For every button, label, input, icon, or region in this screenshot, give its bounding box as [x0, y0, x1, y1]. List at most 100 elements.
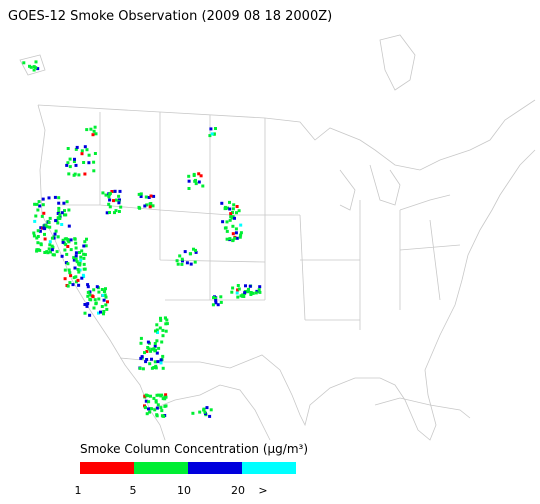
state-borders: [60, 112, 461, 330]
smoke-pixel: [188, 252, 192, 256]
smoke-pixel: [62, 201, 66, 205]
smoke-pixel: [108, 191, 112, 195]
smoke-pixel: [32, 68, 36, 72]
smoke-pixel: [178, 254, 182, 258]
smoke-pixel: [66, 262, 70, 266]
smoke-pixel: [80, 149, 84, 153]
smoke-pixel: [159, 358, 163, 362]
smoke-pixel: [208, 414, 212, 418]
legend-tick-label: 5: [130, 484, 137, 497]
smoke-pixel: [161, 354, 165, 358]
smoke-pixel: [39, 226, 43, 230]
smoke-pixel: [97, 297, 101, 301]
smoke-pixel: [53, 232, 57, 236]
smoke-pixel: [160, 340, 164, 344]
legend-title: Smoke Column Concentration (μg/m³): [80, 442, 308, 456]
smoke-pixel: [66, 147, 70, 150]
smoke-pixel: [74, 147, 78, 151]
smoke-pixel: [150, 357, 153, 361]
smoke-pixel: [144, 195, 148, 199]
smoke-pixel: [48, 225, 52, 229]
smoke-pixel: [151, 204, 155, 208]
smoke-pixel: [230, 290, 234, 294]
smoke-pixel: [60, 211, 64, 215]
smoke-pixel: [158, 326, 162, 330]
smoke-pixel: [97, 311, 100, 315]
smoke-pixel: [162, 414, 166, 418]
smoke-pixel: [225, 229, 229, 233]
smoke-pixel: [235, 205, 239, 208]
smoke-pixel: [106, 300, 109, 304]
smoke-pixel: [198, 410, 202, 414]
smoke-pixel: [145, 412, 149, 416]
smoke-pixel: [35, 249, 39, 253]
smoke-pixel: [83, 303, 87, 306]
smoke-pixel: [72, 160, 76, 163]
smoke-pixel: [155, 406, 159, 410]
smoke-pixel: [57, 210, 61, 214]
smoke-pixel: [138, 366, 142, 370]
smoke-pixel: [232, 203, 236, 207]
smoke-pixel: [251, 291, 255, 295]
smoke-pixel: [231, 207, 235, 211]
smoke-pixel: [238, 235, 242, 239]
smoke-pixel: [86, 285, 90, 289]
smoke-pixel: [75, 260, 79, 264]
smoke-pixel: [189, 262, 193, 266]
smoke-pixel: [159, 361, 163, 365]
smoke-pixel: [235, 236, 239, 240]
smoke-pixel: [149, 349, 153, 353]
smoke-pixel: [50, 248, 54, 252]
smoke-pixel: [67, 268, 71, 272]
smoke-pixel: [92, 129, 96, 133]
smoke-pixel: [56, 235, 60, 239]
smoke-pixel: [144, 360, 148, 364]
smoke-pixel: [104, 295, 108, 299]
smoke-pixel: [146, 340, 150, 344]
smoke-pixel: [113, 189, 117, 193]
smoke-pixel: [149, 194, 153, 198]
smoke-pixel: [79, 255, 83, 259]
smoke-pixel: [69, 238, 73, 242]
smoke-pixel: [79, 258, 83, 262]
smoke-pixel: [108, 205, 112, 209]
smoke-pixel: [221, 220, 225, 224]
smoke-pixel: [36, 241, 40, 245]
southern-east-border: [119, 149, 536, 441]
smoke-pixel: [139, 336, 143, 340]
smoke-pixel: [73, 266, 77, 270]
smoke-pixel: [57, 216, 61, 220]
smoke-pixel: [28, 64, 31, 68]
smoke-pixel: [55, 250, 59, 254]
smoke-pixel: [231, 238, 235, 242]
smoke-pixel: [76, 278, 80, 282]
smoke-pixel: [160, 409, 164, 413]
smoke-pixel: [63, 277, 67, 281]
smoke-pixel: [36, 208, 40, 212]
smoke-pixel: [244, 284, 247, 288]
smoke-pixel: [37, 200, 41, 204]
smoke-pixel: [43, 232, 46, 236]
smoke-pixel: [105, 211, 109, 215]
smoke-pixel: [214, 301, 218, 305]
smoke-pixel: [161, 328, 165, 332]
smoke-pixel: [149, 394, 152, 398]
smoke-pixel: [64, 243, 68, 247]
smoke-pixel: [193, 260, 197, 264]
smoke-pixel: [150, 407, 154, 411]
smoke-pixel: [72, 258, 76, 262]
smoke-pixel: [164, 393, 168, 397]
smoke-pixel: [118, 189, 122, 193]
smoke-pixel: [114, 209, 118, 213]
smoke-pixel: [205, 406, 209, 410]
smoke-pixel: [105, 307, 109, 311]
legend-swatch: [80, 462, 134, 474]
smoke-pixel: [29, 65, 33, 69]
smoke-pixel: [73, 237, 77, 241]
smoke-pixel: [56, 212, 60, 215]
smoke-pixel: [143, 405, 147, 409]
smoke-pixel: [228, 237, 232, 241]
smoke-pixel: [197, 180, 201, 184]
smoke-pixel: [43, 251, 47, 254]
